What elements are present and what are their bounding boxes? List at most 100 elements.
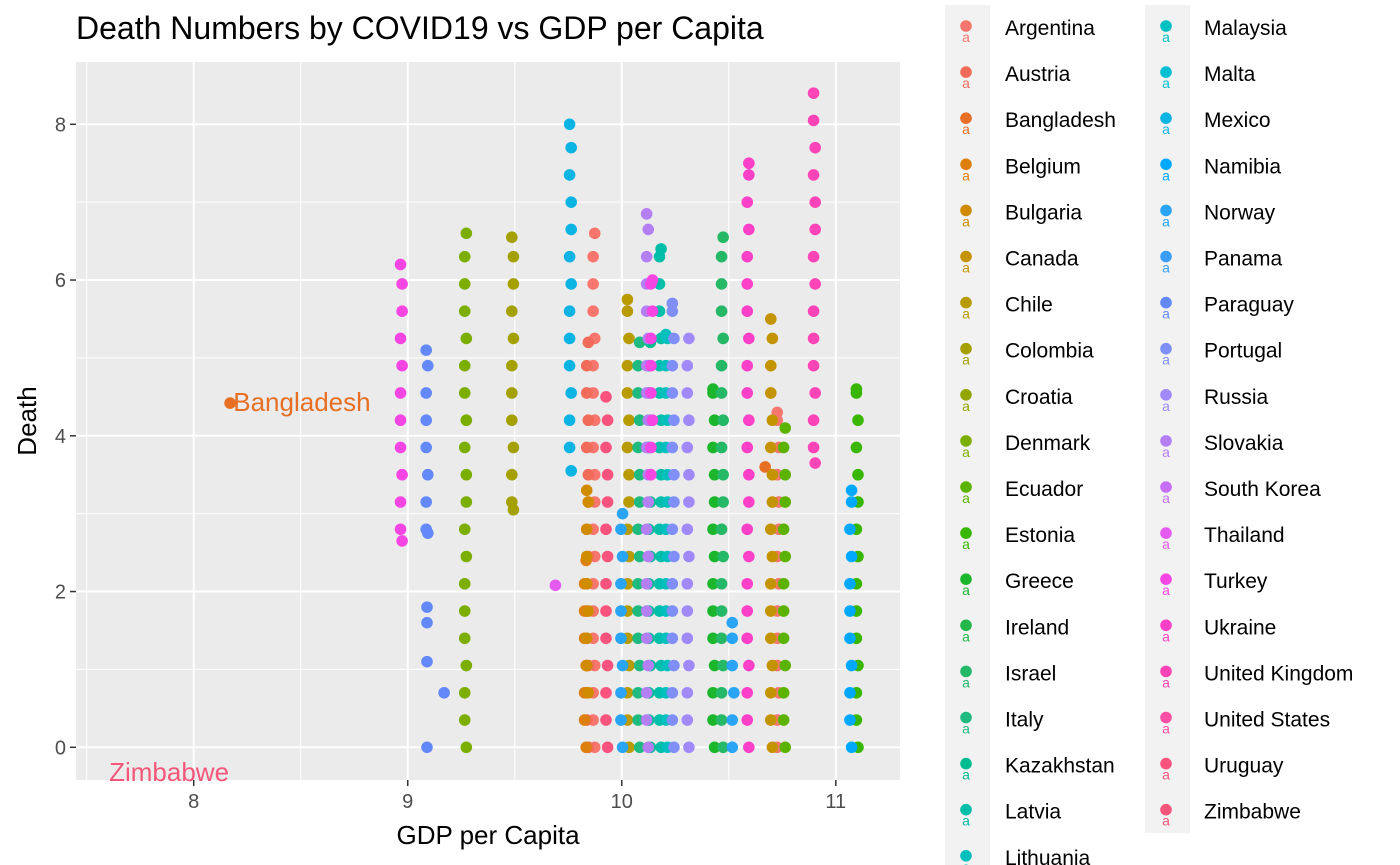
data-point (743, 157, 755, 170)
data-point (743, 496, 755, 508)
legend-key-point (960, 757, 972, 770)
data-point (563, 169, 576, 181)
legend-key-point (1160, 757, 1172, 770)
legend-key-point (960, 711, 972, 724)
legend-label: Namibia (1204, 155, 1281, 178)
data-point (458, 387, 471, 399)
legend-key-point (1160, 711, 1172, 724)
chart-title: Death Numbers by COVID19 vs GDP per Capi… (76, 10, 764, 46)
legend-key-point (960, 803, 972, 816)
legend-key-point (1160, 435, 1172, 447)
data-point (621, 387, 634, 399)
data-point (715, 441, 728, 454)
data-point (807, 169, 820, 181)
data-point (807, 441, 820, 454)
data-point (421, 601, 433, 613)
data-point (766, 332, 779, 345)
data-point (807, 414, 820, 427)
legend-key-point (960, 527, 972, 539)
legend-label: Thailand (1204, 524, 1285, 547)
legend-key-text-glyph: a (962, 536, 970, 552)
data-point (615, 632, 627, 645)
data-point (580, 741, 592, 754)
data-point (615, 605, 627, 617)
data-point (632, 441, 644, 454)
data-point (600, 605, 612, 617)
data-point (460, 659, 473, 672)
data-point (458, 250, 471, 263)
legend-key-text-glyph: a (962, 444, 970, 460)
y-tick-label: 2 (55, 582, 66, 604)
data-point (632, 523, 644, 536)
data-point (743, 332, 755, 345)
data-point (632, 387, 644, 399)
data-point (565, 141, 577, 154)
data-point (646, 305, 659, 317)
data-point (681, 441, 694, 454)
data-point (844, 632, 856, 645)
data-point (421, 616, 433, 629)
data-point (633, 659, 646, 672)
data-point (715, 278, 728, 290)
data-point (683, 332, 695, 345)
legend-key-text-glyph: a (962, 398, 970, 414)
data-point (766, 468, 779, 481)
data-point (580, 550, 593, 563)
data-point (396, 305, 408, 317)
data-point (420, 387, 433, 399)
legend-key-text-glyph: a (962, 167, 970, 183)
data-point (741, 250, 754, 263)
data-point (741, 632, 754, 645)
data-point (852, 414, 864, 427)
legend-key-point (1160, 481, 1172, 493)
data-point (766, 659, 779, 672)
data-point (458, 441, 471, 454)
data-point (582, 605, 595, 617)
data-point (764, 441, 777, 454)
data-point (741, 387, 754, 399)
data-point (458, 278, 471, 290)
data-point (588, 227, 601, 240)
legend-key-point (1160, 573, 1172, 585)
data-point (766, 550, 779, 563)
legend-key-point (1160, 342, 1172, 355)
legend-key-point (1160, 158, 1172, 171)
legend-label: Russia (1204, 386, 1269, 409)
data-point (764, 387, 777, 399)
data-point (655, 243, 667, 255)
legend-key-text-glyph: a (962, 490, 970, 506)
data-point (506, 468, 518, 481)
data-point (741, 686, 754, 699)
data-point (666, 523, 679, 536)
x-tick-label: 9 (402, 791, 413, 813)
data-point (421, 655, 433, 668)
data-point (506, 496, 518, 508)
legend-key-text-glyph: a (962, 721, 970, 737)
data-point (707, 686, 719, 699)
data-point (715, 577, 728, 590)
legend-label: Zimbabwe (1204, 801, 1301, 824)
legend-key-text-glyph: a (1162, 536, 1170, 552)
legend-key-point (960, 250, 972, 263)
legend-label: Ukraine (1204, 616, 1276, 639)
data-point (601, 496, 614, 508)
data-point (708, 550, 721, 563)
data-point (807, 114, 820, 127)
legend-key-text-glyph: a (1162, 674, 1170, 690)
data-point (844, 577, 856, 590)
data-point (565, 387, 577, 399)
data-point (845, 550, 858, 563)
data-point (623, 332, 635, 345)
data-point (707, 605, 719, 617)
legend-key-text-glyph: a (1162, 813, 1170, 829)
data-point (726, 632, 739, 645)
data-point (506, 387, 518, 399)
data-point (766, 741, 779, 754)
data-point (460, 550, 473, 563)
data-point (632, 605, 644, 617)
data-point (707, 632, 719, 645)
legend-label: Panama (1204, 248, 1283, 271)
legend-key-point (1160, 20, 1172, 32)
data-point (563, 359, 576, 372)
legend-key-point (960, 665, 972, 678)
